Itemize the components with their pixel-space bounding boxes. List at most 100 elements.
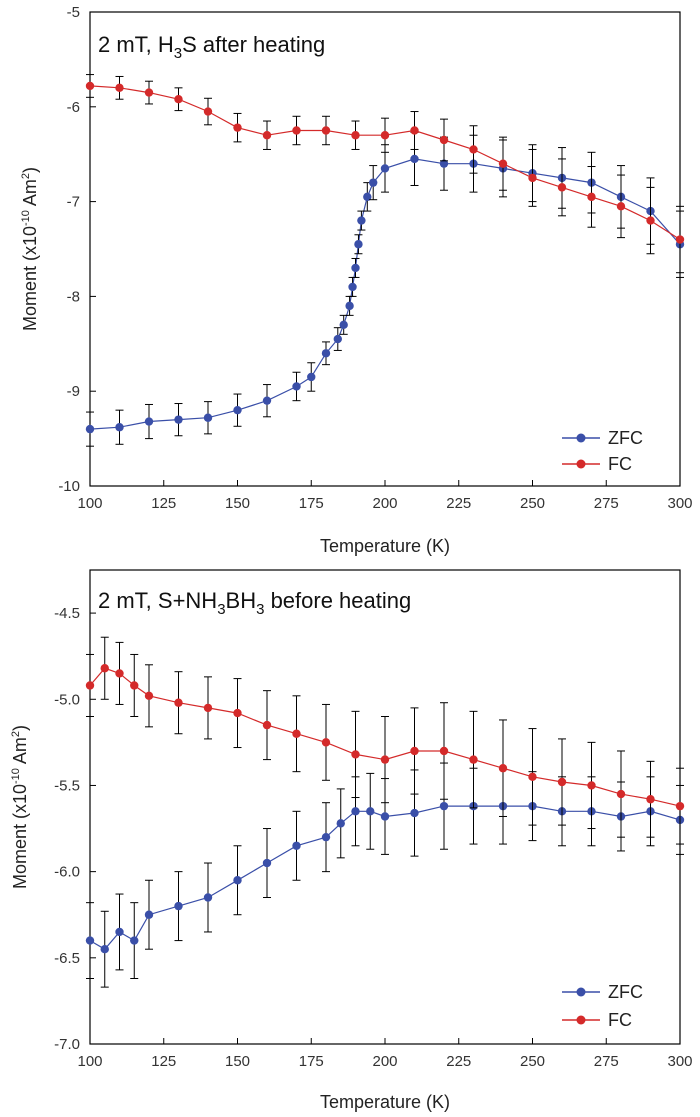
data-point-fc	[410, 746, 419, 756]
legend: ZFC FC	[562, 982, 643, 1030]
x-tick-label: 300	[667, 1053, 692, 1070]
data-point-zfc	[380, 812, 390, 821]
y-tick-label: -5.5	[54, 777, 80, 794]
x-tick-label: 175	[299, 495, 324, 512]
data-point-fc	[616, 202, 626, 211]
panel-title: 2 mT, H3S after heating	[98, 32, 325, 62]
data-point-fc	[262, 720, 272, 730]
data-point-fc	[587, 192, 596, 202]
data-point-zfc	[233, 405, 242, 415]
data-point-fc	[469, 145, 478, 154]
data-point-zfc	[357, 216, 366, 225]
data-point-fc	[557, 777, 567, 787]
data-point-fc	[292, 126, 301, 135]
x-tick-label: 225	[446, 495, 471, 512]
data-point-zfc	[233, 876, 242, 885]
series-fc	[85, 636, 685, 845]
data-point-zfc	[174, 901, 183, 911]
legend: ZFC FC	[562, 428, 643, 474]
data-point-fc	[321, 738, 331, 747]
legend-marker-zfc	[576, 433, 586, 443]
data-point-fc	[380, 131, 390, 140]
series-fc	[85, 74, 685, 274]
data-point-zfc	[363, 192, 372, 202]
chart-panel-s-nh3bh3-before-heating: 100 125 150 175 200 225 250 275 300 -7.0 -6.5 -6.0 -…	[10, 569, 693, 1112]
data-point-zfc	[307, 372, 316, 382]
data-point-zfc	[354, 240, 363, 249]
data-point-zfc	[115, 423, 124, 432]
data-point-fc	[616, 789, 626, 799]
y-tick-label: -7	[67, 194, 80, 211]
data-point-fc	[675, 235, 685, 244]
data-point-zfc	[339, 320, 348, 330]
data-point-zfc	[203, 893, 213, 902]
data-point-fc	[498, 159, 508, 168]
data-point-fc	[321, 126, 331, 135]
data-point-fc	[587, 781, 596, 790]
legend-label-zfc: ZFC	[608, 428, 643, 448]
data-point-zfc	[380, 164, 390, 173]
data-point-fc	[439, 135, 449, 145]
x-tick-label: 250	[520, 495, 545, 512]
legend-label-fc: FC	[608, 454, 632, 474]
data-point-fc	[100, 664, 109, 673]
data-point-fc	[115, 669, 124, 678]
x-tick-label: 100	[77, 1053, 102, 1070]
data-point-zfc	[366, 807, 375, 816]
y-tick-label: -6.5	[54, 950, 80, 967]
data-point-zfc	[351, 807, 360, 816]
data-point-fc	[675, 801, 685, 811]
x-tick-label: 100	[77, 495, 102, 512]
x-tick-label: 300	[667, 495, 692, 512]
chart-panel-h3s-after-heating: 100 125 150 175 200 225 250 275 300 -10 -9 -8 -7 -6 -5…	[20, 4, 693, 556]
data-point-zfc	[174, 415, 183, 424]
data-point-zfc	[336, 819, 345, 828]
legend-marker-zfc	[576, 987, 586, 997]
x-axis-title: Temperature (K)	[320, 536, 450, 556]
data-point-fc	[469, 755, 478, 764]
y-tick-label: -9	[67, 383, 80, 400]
data-point-fc	[130, 681, 139, 690]
data-point-zfc	[100, 945, 109, 954]
data-point-fc	[203, 107, 213, 116]
data-point-fc	[233, 123, 242, 132]
data-point-zfc	[292, 382, 301, 391]
data-point-zfc	[369, 178, 378, 187]
x-tick-label: 275	[594, 1053, 619, 1070]
data-point-fc	[115, 83, 124, 93]
data-point-zfc	[348, 282, 357, 292]
x-tick-label: 225	[446, 1053, 471, 1070]
data-point-zfc	[321, 832, 331, 842]
data-point-zfc	[130, 936, 139, 945]
legend-label-zfc: ZFC	[608, 982, 643, 1002]
legend-marker-fc	[576, 1015, 586, 1025]
x-tick-label: 150	[225, 1053, 250, 1070]
y-tick-label: -10	[58, 478, 80, 495]
data-point-fc	[85, 81, 95, 91]
data-point-fc	[439, 746, 449, 756]
y-tick-label: -4.5	[54, 605, 80, 622]
x-tick-label: 150	[225, 495, 250, 512]
data-point-fc	[144, 691, 154, 701]
data-point-fc	[646, 216, 655, 225]
y-axis-title: Moment (x10-10 Am2)	[10, 725, 30, 889]
x-tick-label: 250	[520, 1053, 545, 1070]
y-tick-label: -6.0	[54, 864, 80, 881]
legend-marker-fc	[576, 459, 586, 469]
x-tick-label: 200	[372, 1053, 397, 1070]
x-tick-label: 200	[372, 495, 397, 512]
data-point-fc	[410, 126, 419, 135]
data-point-zfc	[439, 801, 449, 811]
data-point-fc	[292, 729, 301, 738]
series-zfc	[85, 131, 685, 447]
y-tick-label: -8	[67, 288, 80, 305]
series-line-zfc	[89, 158, 681, 430]
x-axis-title: Temperature (K)	[320, 1092, 450, 1112]
data-point-zfc	[144, 910, 154, 919]
data-point-zfc	[333, 334, 342, 344]
data-point-fc	[351, 131, 360, 140]
y-tick-label: -6	[67, 99, 80, 116]
data-point-fc	[351, 750, 360, 759]
data-point-fc	[203, 703, 213, 713]
